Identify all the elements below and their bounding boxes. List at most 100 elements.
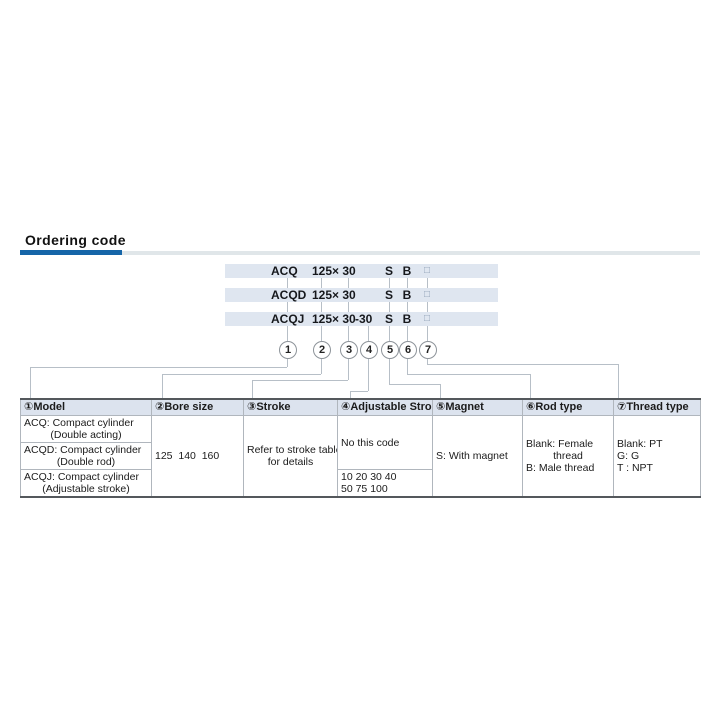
cell-rod-type: Blank: Female thread B: Male thread xyxy=(522,415,614,498)
connector-3 xyxy=(252,380,348,381)
cell-model-acqd: ACQD: Compact cylinder (Double rod) xyxy=(20,442,152,471)
tick-line xyxy=(321,302,322,312)
connector-6 xyxy=(407,374,530,375)
header-adjustable-stroke: ④Adjustable Stroke xyxy=(337,398,433,416)
code-adjustable: -30 xyxy=(355,312,373,326)
code-model: ACQJ xyxy=(271,312,305,326)
code-magnet: S xyxy=(384,288,393,302)
model-name: ACQ: Compact cylinder xyxy=(24,417,134,429)
table-row: ACQD: Compact cylinder (Double rod) xyxy=(20,442,701,471)
cell-adjustable-top: No this code xyxy=(337,414,433,471)
connector-1 xyxy=(30,367,287,368)
thread-type-line: Blank: PT xyxy=(617,438,663,451)
tick-line xyxy=(321,278,322,288)
cell-magnet: S: With magnet xyxy=(432,415,523,498)
tick-line xyxy=(348,326,349,341)
header-thread-type: ⑦Thread type xyxy=(613,398,701,416)
model-name: ACQD: Compact cylinder xyxy=(24,444,142,457)
cell-thread-type: Blank: PT G: G T : NPT xyxy=(613,415,701,498)
thread-type-line: G: G xyxy=(617,450,640,463)
code-model: ACQ xyxy=(271,264,298,278)
tick-line xyxy=(407,302,408,312)
code-rod: B xyxy=(402,288,412,302)
callout-3: 3 xyxy=(340,341,358,359)
connector-1 xyxy=(287,359,288,367)
code-model: ACQD xyxy=(271,288,307,302)
adjustable-line: 50 75 100 xyxy=(341,483,388,496)
connector-5 xyxy=(440,384,441,398)
tick-line xyxy=(427,326,428,341)
code-thread-placeholder: □ xyxy=(423,313,431,324)
code-bar-acqd: ACQD 125× 30 S B □ xyxy=(225,288,498,302)
callout-5: 5 xyxy=(381,341,399,359)
callout-6: 6 xyxy=(399,341,417,359)
tick-line xyxy=(368,326,369,341)
thread-type-line: T : NPT xyxy=(617,462,653,475)
model-sub: (Adjustable stroke) xyxy=(42,483,130,496)
code-thread-placeholder: □ xyxy=(423,289,431,300)
table-row: ACQJ: Compact cylinder (Adjustable strok… xyxy=(20,469,701,498)
tick-line xyxy=(407,326,408,341)
cell-adjustable-bottom: 10 20 30 40 50 75 100 xyxy=(337,469,433,498)
connector-1 xyxy=(30,367,31,398)
connector-7 xyxy=(427,359,428,364)
callout-7: 7 xyxy=(419,341,437,359)
connector-2 xyxy=(162,374,321,375)
cell-model-acqj: ACQJ: Compact cylinder (Adjustable strok… xyxy=(20,469,152,498)
connector-4 xyxy=(350,391,368,392)
tick-line xyxy=(427,278,428,288)
title-underline-extension xyxy=(122,251,700,255)
ordering-code-table: ①Model ②Bore size ③Stroke ④Adjustable St… xyxy=(20,398,701,499)
rod-type-line: Blank: Female xyxy=(526,438,594,451)
tick-line xyxy=(348,302,349,312)
connector-3 xyxy=(348,359,349,380)
connector-4 xyxy=(350,391,351,398)
tick-line xyxy=(348,278,349,288)
tick-line xyxy=(321,326,322,341)
code-rod: B xyxy=(402,264,412,278)
code-magnet: S xyxy=(384,312,393,326)
tick-line xyxy=(407,278,408,288)
rod-type-line: thread xyxy=(553,450,583,463)
stroke-line: Refer to stroke table xyxy=(247,444,338,457)
model-sub: (Double rod) xyxy=(56,456,116,469)
code-thread-placeholder: □ xyxy=(423,265,431,276)
connector-6 xyxy=(530,374,531,398)
connector-5 xyxy=(389,359,390,384)
tick-line xyxy=(287,302,288,312)
code-size: 125× 30 xyxy=(312,288,356,302)
table-header-row: ①Model ②Bore size ③Stroke ④Adjustable St… xyxy=(20,398,701,416)
connector-4 xyxy=(368,359,369,391)
connector-5 xyxy=(389,384,440,385)
callout-1: 1 xyxy=(279,341,297,359)
connector-2 xyxy=(162,374,163,398)
code-rod: B xyxy=(402,312,412,326)
connector-7 xyxy=(618,364,619,398)
rod-type-line: B: Male thread xyxy=(526,462,595,475)
page-title: Ordering code xyxy=(25,232,126,248)
tick-line xyxy=(389,302,390,312)
callout-2: 2 xyxy=(313,341,331,359)
table-row: ACQ: Compact cylinder (Double acting) 12… xyxy=(20,414,701,498)
header-model: ①Model xyxy=(20,398,152,416)
header-rod-type: ⑥Rod type xyxy=(522,398,614,416)
header-magnet: ⑤Magnet xyxy=(432,398,523,416)
header-stroke: ③Stroke xyxy=(243,398,338,416)
code-size: 125× 30 xyxy=(312,264,356,278)
code-bar-acq: ACQ 125× 30 S B □ xyxy=(225,264,498,278)
cell-bore-size: 125 140 160 xyxy=(151,415,244,498)
tick-line xyxy=(427,302,428,312)
header-bore-size: ②Bore size xyxy=(151,398,244,416)
title-underline-accent xyxy=(20,250,122,255)
connector-6 xyxy=(407,359,408,374)
connector-3 xyxy=(252,380,253,398)
tick-line xyxy=(389,326,390,341)
code-magnet: S xyxy=(384,264,393,278)
stroke-line: for details xyxy=(267,456,314,469)
adjustable-line: 10 20 30 40 xyxy=(341,471,397,484)
code-bar-acqj: ACQJ 125× 30 -30 S B □ xyxy=(225,312,498,326)
tick-line xyxy=(287,326,288,341)
model-name: ACQJ: Compact cylinder xyxy=(24,471,139,484)
callout-4: 4 xyxy=(360,341,378,359)
